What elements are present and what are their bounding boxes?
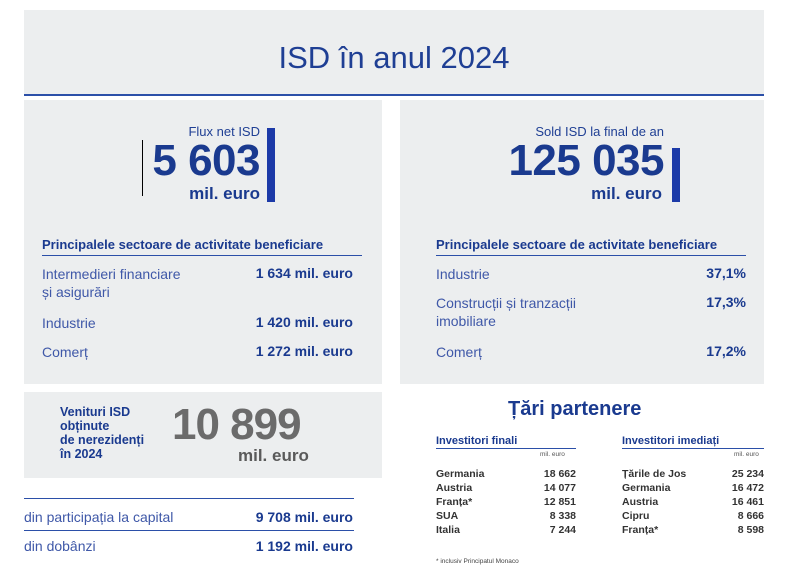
imediati-heading: Investitori imediați bbox=[622, 435, 720, 447]
sold-sector-2-line1: Construcții și tranzacții bbox=[436, 295, 577, 311]
country-name: Italia bbox=[436, 524, 460, 536]
country-value: 12 851 bbox=[543, 496, 576, 508]
venituri-rule-2 bbox=[24, 530, 354, 531]
title-divider bbox=[24, 94, 764, 96]
imediati-table: Țările de Jos 25 234 Germania 16 472 Austr… bbox=[622, 468, 764, 540]
text-cursor bbox=[142, 140, 143, 196]
country-value: 8 338 bbox=[549, 510, 576, 522]
country-value: 18 662 bbox=[543, 468, 576, 480]
sold-sector-3-label: Comerț bbox=[436, 344, 482, 360]
sold-sectors-rule bbox=[436, 255, 746, 256]
finali-table: Germania 18 662 Austria 14 077 Franța* 12 8… bbox=[436, 468, 576, 540]
finali-unit: mil. euro bbox=[540, 451, 565, 458]
country-name: Țările de Jos bbox=[622, 468, 687, 480]
country-name: SUA bbox=[436, 510, 459, 522]
table-row: Austria 14 077 bbox=[436, 482, 576, 496]
table-row: Cipru 8 666 bbox=[622, 510, 764, 524]
sold-caption: Sold ISD la final de an bbox=[535, 124, 664, 139]
flux-sector-1-line1: Intermedieri financiare bbox=[42, 266, 181, 282]
finali-heading: Investitori finali bbox=[436, 435, 518, 447]
sold-sector-2-label: Construcții și tranzacții imobiliare bbox=[436, 294, 576, 330]
imediati-rule bbox=[622, 448, 764, 449]
country-name: Germania bbox=[622, 482, 671, 494]
footnote: * inclusiv Principatul Monaco bbox=[436, 558, 519, 565]
country-name: Germania bbox=[436, 468, 485, 480]
table-row: Franța* 12 851 bbox=[436, 496, 576, 510]
flux-value: 5 603 bbox=[152, 136, 260, 185]
country-value: 14 077 bbox=[543, 482, 576, 494]
flux-sector-1-label: Intermedieri financiare și asigurări bbox=[42, 265, 181, 301]
venituri-label-line3: de nerezidenți bbox=[60, 433, 145, 447]
venituri-item-1-value: 9 708 mil. euro bbox=[255, 509, 353, 525]
venituri-item-2-value: 1 192 mil. euro bbox=[255, 538, 353, 554]
venituri-label-line1: Venituri ISD bbox=[60, 405, 131, 419]
country-value: 16 461 bbox=[731, 496, 764, 508]
country-name: Austria bbox=[436, 482, 473, 494]
table-row: Austria 16 461 bbox=[622, 496, 764, 510]
venituri-rule-1 bbox=[24, 498, 354, 499]
sold-sector-2-value: 17,3% bbox=[706, 294, 746, 310]
sold-sector-2-line2: imobiliare bbox=[436, 313, 496, 329]
sold-sector-1-value: 37,1% bbox=[706, 265, 746, 281]
flux-unit: mil. euro bbox=[189, 184, 260, 203]
flux-sector-1-value: 1 634 mil. euro bbox=[255, 265, 353, 281]
flux-sector-2-label: Industrie bbox=[42, 315, 96, 331]
table-row: Franța* 8 598 bbox=[622, 524, 764, 538]
venituri-panel bbox=[24, 392, 382, 478]
venituri-item-2-label: din dobânzi bbox=[24, 538, 96, 554]
sold-value: 125 035 bbox=[508, 136, 664, 185]
sold-sectors-heading: Principalele sectoare de activitate bene… bbox=[436, 237, 718, 252]
table-row: SUA 8 338 bbox=[436, 510, 576, 524]
flux-sectors-heading: Principalele sectoare de activitate bene… bbox=[42, 237, 324, 252]
country-name: Cipru bbox=[622, 510, 650, 522]
finali-rule bbox=[436, 448, 576, 449]
sold-accent-bar bbox=[672, 148, 680, 202]
country-value: 8 598 bbox=[737, 524, 764, 536]
table-row: Italia 7 244 bbox=[436, 524, 576, 538]
venituri-label-line2: obținute bbox=[60, 419, 110, 433]
country-name: Franța* bbox=[436, 496, 473, 508]
flux-sector-2-value: 1 420 mil. euro bbox=[255, 314, 353, 330]
table-row: Germania 18 662 bbox=[436, 468, 576, 482]
sold-panel bbox=[400, 100, 764, 384]
venituri-label-line4: în 2024 bbox=[60, 447, 103, 461]
flux-sector-3-value: 1 272 mil. euro bbox=[255, 343, 353, 359]
country-value: 7 244 bbox=[549, 524, 576, 536]
flux-sector-1-line2: și asigurări bbox=[42, 284, 110, 300]
title-banner: ISD în anul 2024 bbox=[24, 10, 764, 94]
country-name: Franța* bbox=[622, 524, 659, 536]
table-row: Germania 16 472 bbox=[622, 482, 764, 496]
sold-unit: mil. euro bbox=[591, 184, 662, 203]
country-value: 25 234 bbox=[731, 468, 764, 480]
venituri-item-1-label: din participația la capital bbox=[24, 509, 174, 525]
flux-caption: Flux net ISD bbox=[188, 124, 260, 139]
table-row: Țările de Jos 25 234 bbox=[622, 468, 764, 482]
country-value: 16 472 bbox=[731, 482, 764, 494]
country-value: 8 666 bbox=[737, 510, 764, 522]
flux-sectors-rule bbox=[42, 255, 362, 256]
venituri-unit: mil. euro bbox=[238, 446, 309, 465]
sold-sector-3-value: 17,2% bbox=[706, 343, 746, 359]
venituri-label: Venituri ISD obținute de nerezidenți în … bbox=[60, 405, 144, 461]
country-name: Austria bbox=[622, 496, 659, 508]
imediati-unit: mil. euro bbox=[734, 451, 759, 458]
flux-sector-3-label: Comerț bbox=[42, 344, 88, 360]
page-title: ISD în anul 2024 bbox=[278, 40, 510, 75]
flux-accent-bar bbox=[267, 128, 275, 202]
flux-panel bbox=[24, 100, 382, 384]
venituri-value: 10 899 bbox=[172, 400, 302, 449]
tari-title: Țări partenere bbox=[508, 398, 642, 420]
sold-sector-1-label: Industrie bbox=[436, 266, 490, 282]
